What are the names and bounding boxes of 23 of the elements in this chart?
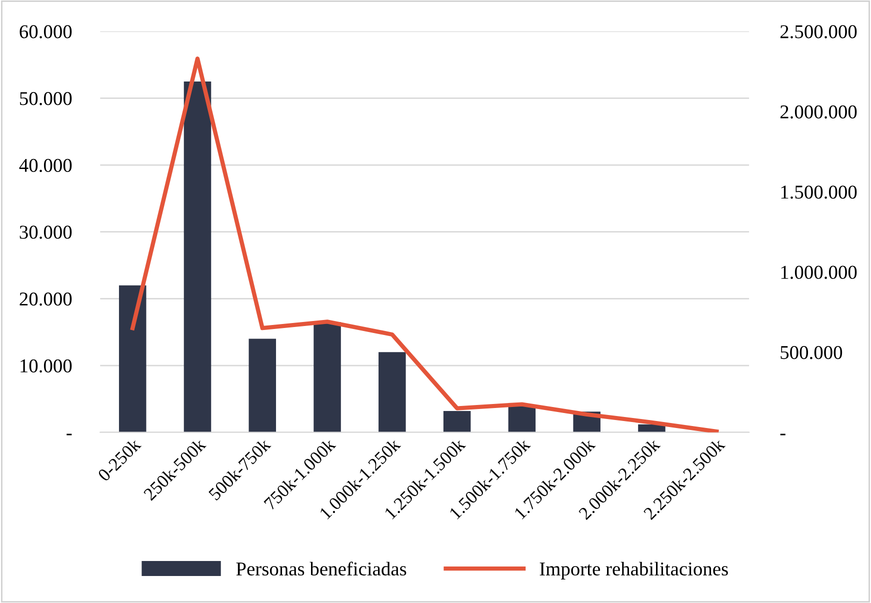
bar <box>443 410 471 432</box>
bar <box>508 406 536 432</box>
bar <box>118 285 146 432</box>
bar <box>378 352 406 432</box>
y-tick-label: 30.000 <box>20 226 72 239</box>
y2-tick-label: 1.500.000 <box>781 186 857 199</box>
legend-label: Personas beneficiadas <box>236 562 406 576</box>
legend-label: Importe rehabilitaciones <box>540 562 728 580</box>
y-tick-label: - <box>66 434 72 436</box>
y2-tick-label: 500.000 <box>780 346 842 360</box>
y2-tick-label: - <box>780 434 786 436</box>
line-series <box>130 56 719 432</box>
y2-tick-label: 2.000.000 <box>780 105 857 119</box>
bar <box>314 322 341 432</box>
y-tick-label: 20.000 <box>20 292 72 306</box>
y-tick-label: 40.000 <box>19 158 72 172</box>
y-tick-label: 10.000 <box>20 359 72 373</box>
bar <box>248 338 276 432</box>
y-tick-label: 60.000 <box>20 25 72 38</box>
y2-tick-label: 2.500.000 <box>780 25 857 38</box>
y2-tick-label: 1.000.000 <box>781 266 857 279</box>
bar <box>184 81 212 432</box>
y-tick-label: 50.000 <box>20 92 72 106</box>
